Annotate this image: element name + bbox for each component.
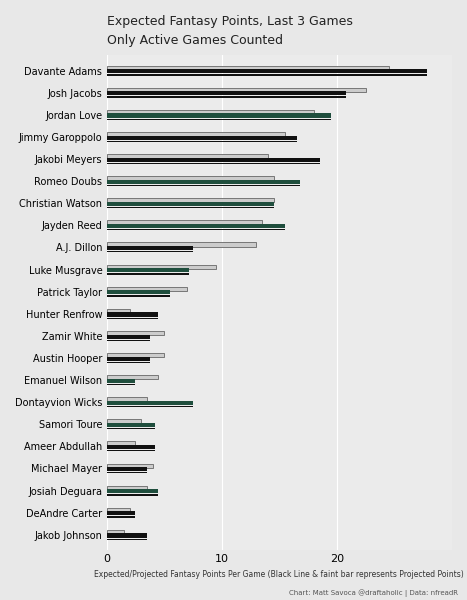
Bar	[106, 274, 190, 275]
Bar	[106, 428, 155, 429]
X-axis label: Expected/Projected Fantasy Points Per Game (Black Line & faint bar represents Pr: Expected/Projected Fantasy Points Per Ga…	[94, 570, 464, 579]
Bar	[106, 442, 135, 446]
Bar	[106, 450, 155, 451]
Bar	[106, 229, 285, 230]
Bar	[106, 163, 319, 164]
Bar	[106, 331, 164, 335]
Bar	[106, 198, 274, 202]
Bar	[106, 140, 297, 142]
Bar	[106, 419, 141, 424]
Bar	[106, 309, 129, 313]
Bar	[106, 91, 346, 95]
Bar	[106, 251, 193, 253]
Bar	[106, 362, 150, 363]
Bar	[106, 472, 147, 473]
Bar	[106, 207, 274, 208]
Bar	[106, 287, 187, 291]
Bar	[106, 202, 274, 206]
Bar	[106, 290, 170, 295]
Bar	[106, 113, 331, 118]
Bar	[106, 353, 164, 357]
Bar	[106, 356, 150, 361]
Bar	[106, 295, 170, 296]
Bar	[106, 158, 319, 162]
Bar	[106, 445, 155, 449]
Bar	[106, 379, 135, 383]
Bar	[106, 375, 158, 379]
Bar	[106, 136, 297, 140]
Bar	[106, 69, 427, 73]
Bar	[106, 265, 216, 269]
Bar	[106, 246, 193, 250]
Bar	[106, 511, 135, 515]
Bar	[106, 485, 147, 490]
Bar	[106, 110, 314, 114]
Bar	[106, 423, 155, 427]
Bar	[106, 224, 285, 228]
Bar	[106, 517, 135, 518]
Bar	[106, 268, 190, 272]
Bar	[106, 533, 147, 538]
Bar	[106, 65, 389, 70]
Bar	[106, 530, 124, 534]
Bar	[106, 539, 147, 540]
Bar	[106, 335, 150, 338]
Bar	[106, 340, 150, 341]
Bar	[106, 88, 366, 92]
Bar	[106, 74, 427, 76]
Bar	[106, 185, 300, 186]
Bar	[106, 467, 147, 471]
Bar	[106, 97, 346, 98]
Bar	[106, 180, 300, 184]
Bar	[106, 494, 158, 496]
Bar	[106, 464, 153, 467]
Bar	[106, 508, 129, 512]
Bar	[106, 384, 135, 385]
Text: Expected Fantasy Points, Last 3 Games
Only Active Games Counted: Expected Fantasy Points, Last 3 Games On…	[106, 15, 353, 47]
Bar	[106, 397, 147, 401]
Bar	[106, 401, 193, 405]
Bar	[106, 132, 285, 136]
Bar	[106, 489, 158, 493]
Bar	[106, 119, 331, 120]
Bar	[106, 242, 256, 247]
Text: Chart: Matt Savoca @draftaholic | Data: nfreadR: Chart: Matt Savoca @draftaholic | Data: …	[289, 589, 458, 597]
Bar	[106, 176, 274, 180]
Bar	[106, 317, 158, 319]
Bar	[106, 154, 268, 158]
Bar	[106, 313, 158, 317]
Bar	[106, 220, 262, 224]
Bar	[106, 406, 193, 407]
